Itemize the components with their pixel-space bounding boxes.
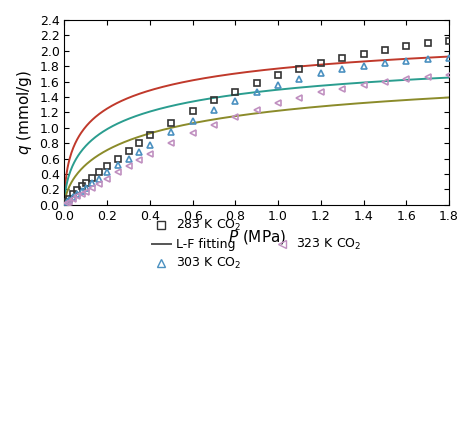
Legend: 283 K CO$_2$, L-F fitting, 303 K CO$_2$, , 323 K CO$_2$: 283 K CO$_2$, L-F fitting, 303 K CO$_2$,… xyxy=(147,213,366,276)
Y-axis label: $q$ (mmol/g): $q$ (mmol/g) xyxy=(15,70,34,155)
X-axis label: $P$ (MPa): $P$ (MPa) xyxy=(228,228,286,246)
